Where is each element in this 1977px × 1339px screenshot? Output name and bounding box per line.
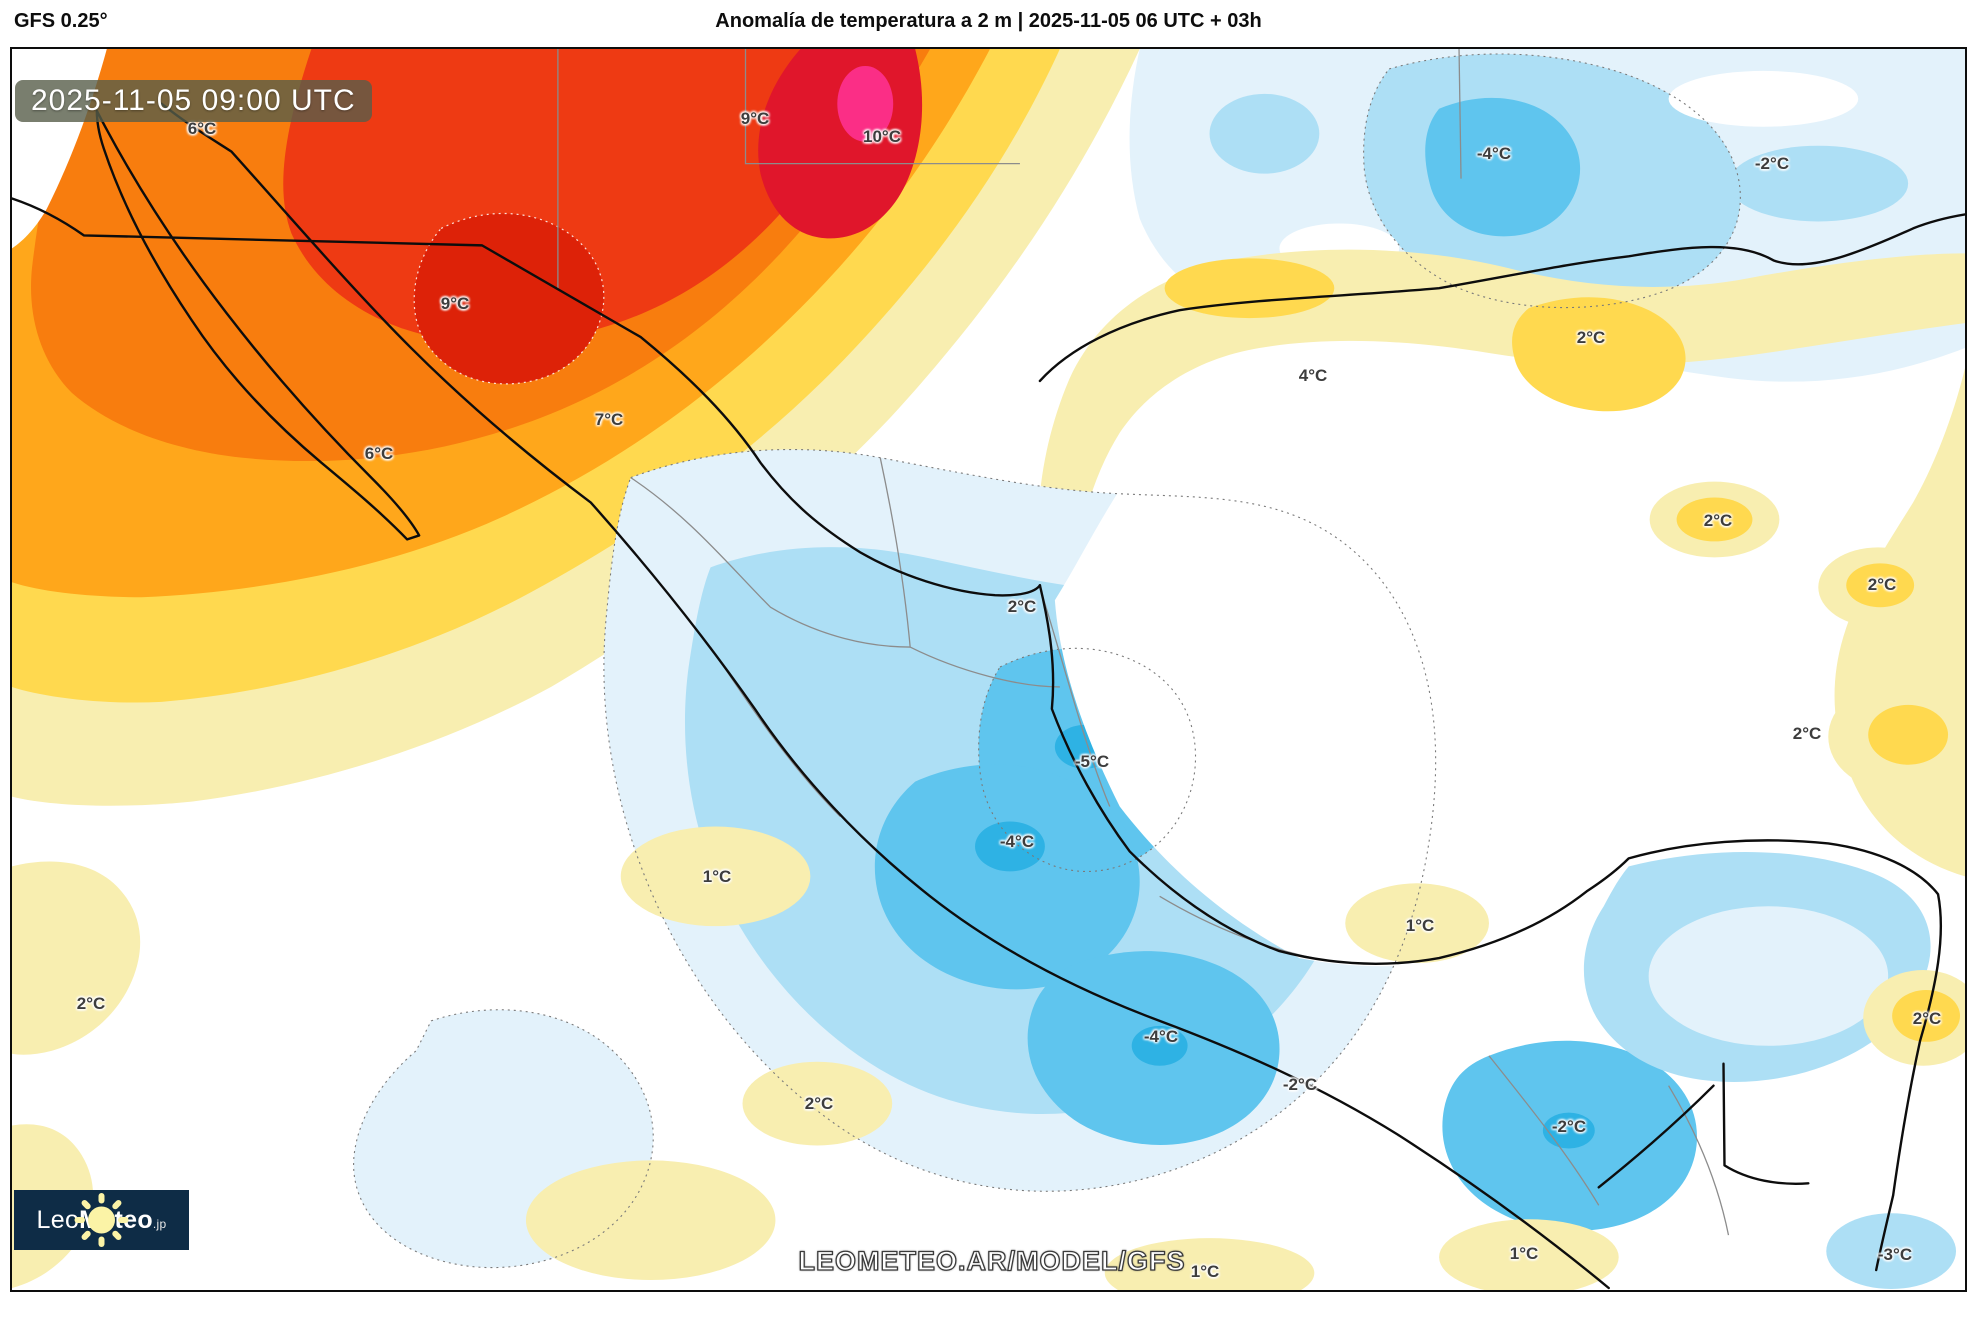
temp-label: -4°C [1476, 144, 1512, 163]
temp-label: 1°C [702, 867, 732, 886]
temp-label: 2°C [76, 994, 106, 1013]
temp-label: -5°C [1074, 752, 1110, 771]
temp-label: 7°C [594, 410, 624, 429]
logo-text-leo: Leo [36, 1205, 80, 1234]
temp-label: 2°C [1576, 328, 1606, 347]
temp-label: -2°C [1551, 1117, 1587, 1136]
timestamp-overlay: 2025-11-05 09:00 UTC [15, 80, 372, 122]
temp-label: 1°C [1405, 916, 1435, 935]
temp-label: 4°C [1298, 366, 1328, 385]
colorbar-footer: -5.80 °C -32-24-16-808162432 11.10 °C ZI… [0, 1292, 1977, 1339]
watermark: LEOMETEO.AR/MODEL/GFS [798, 1245, 1186, 1276]
temp-label: 1°C [1190, 1262, 1220, 1281]
temp-label: -2°C [1282, 1075, 1318, 1094]
temp-label: 2°C [804, 1094, 834, 1113]
temp-label: 2°C [1912, 1009, 1942, 1028]
temp-label: 9°C [440, 294, 470, 313]
temp-label: -4°C [1143, 1027, 1179, 1046]
temp-label: 2°C [1703, 511, 1733, 530]
temp-label: 2°C [1867, 575, 1897, 594]
temp-label: 1°C [1509, 1244, 1539, 1263]
temp-label: 6°C [187, 119, 217, 138]
temp-label: -2°C [1754, 154, 1790, 173]
page-title: Anomalía de temperatura a 2 m | 2025-11-… [715, 10, 1262, 32]
leometeo-logo: LeoMeteo.jp [14, 1190, 189, 1250]
temp-label: -4°C [999, 832, 1035, 851]
temp-label: 9°C [740, 109, 770, 128]
sun-icon [74, 1193, 129, 1247]
map-canvas: 6°C 9°C 10°C -4°C -2°C 9°C 2°C 4°C 7°C 6°C 2°C 2°C 2… [10, 47, 1967, 1292]
logo-text-suffix: .jp [152, 1216, 167, 1231]
map-art [12, 49, 1965, 1290]
temp-label: -3°C [1877, 1245, 1913, 1264]
temp-label: 6°C [364, 444, 394, 463]
temp-label: 10°C [863, 127, 901, 146]
model-name: GFS 0.25° [14, 10, 108, 32]
temp-label: 2°C [1007, 597, 1037, 616]
temp-label: 2°C [1792, 724, 1822, 743]
header-bar: GFS 0.25° Anomalía de temperatura a 2 m … [0, 0, 1977, 47]
